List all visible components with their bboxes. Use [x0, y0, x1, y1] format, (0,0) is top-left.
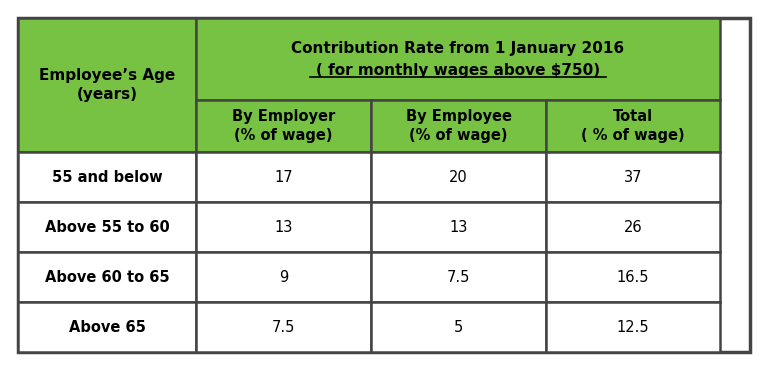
Text: 7.5: 7.5: [272, 320, 295, 335]
Text: 26: 26: [624, 220, 642, 235]
Text: 16.5: 16.5: [617, 269, 649, 284]
Text: 5: 5: [454, 320, 463, 335]
Text: By Employer
(% of wage): By Employer (% of wage): [232, 109, 335, 143]
Bar: [18, 202, 196, 252]
Text: 13: 13: [274, 220, 293, 235]
Bar: [196, 252, 371, 302]
Bar: [196, 152, 371, 202]
Text: 17: 17: [274, 169, 293, 184]
Bar: [371, 252, 546, 302]
Text: 7.5: 7.5: [447, 269, 470, 284]
Bar: [18, 252, 196, 302]
Text: Above 65: Above 65: [68, 320, 145, 335]
Bar: [196, 18, 720, 100]
Bar: [18, 302, 196, 352]
Text: 13: 13: [449, 220, 468, 235]
Text: 55 and below: 55 and below: [51, 169, 162, 184]
Text: Contribution Rate from 1 January 2016: Contribution Rate from 1 January 2016: [291, 41, 624, 56]
Text: 12.5: 12.5: [617, 320, 649, 335]
Text: 37: 37: [624, 169, 642, 184]
Text: Total
( % of wage): Total ( % of wage): [581, 109, 685, 143]
Text: ( for monthly wages above $750): ( for monthly wages above $750): [316, 63, 600, 78]
Text: Above 55 to 60: Above 55 to 60: [45, 220, 170, 235]
Text: By Employee
(% of wage): By Employee (% of wage): [406, 109, 511, 143]
Text: Above 60 to 65: Above 60 to 65: [45, 269, 169, 284]
Bar: [371, 152, 546, 202]
Text: 9: 9: [279, 269, 288, 284]
Text: 20: 20: [449, 169, 468, 184]
Bar: [196, 100, 371, 152]
Bar: [546, 202, 720, 252]
Bar: [196, 202, 371, 252]
Bar: [371, 100, 546, 152]
Bar: [371, 202, 546, 252]
Bar: [196, 302, 371, 352]
Bar: [18, 18, 196, 152]
Bar: [546, 302, 720, 352]
Text: Employee’s Age
(years): Employee’s Age (years): [39, 68, 175, 102]
Bar: [18, 152, 196, 202]
Bar: [546, 100, 720, 152]
Bar: [546, 252, 720, 302]
Bar: [371, 302, 546, 352]
Bar: [546, 152, 720, 202]
